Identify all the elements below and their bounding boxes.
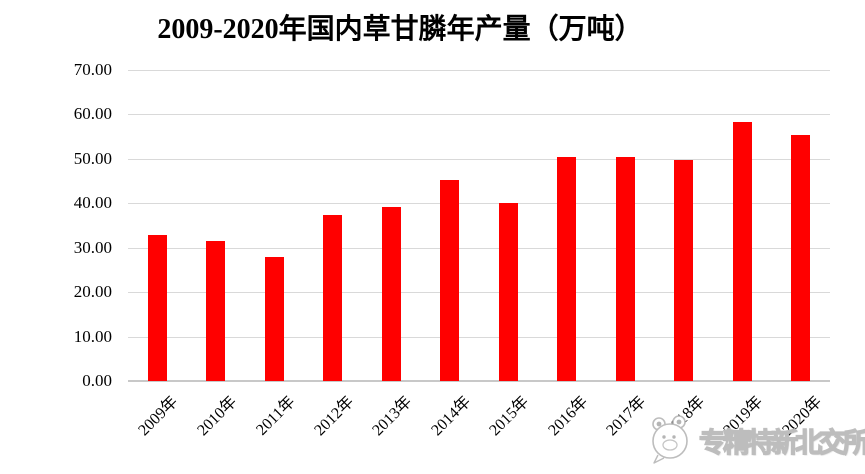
bar-2013年 [381,206,401,381]
gridline [128,292,830,294]
gridline [128,247,830,249]
x-axis-category-label: 2017年 [603,393,650,440]
bar-2018年 [674,159,694,381]
y-axis-tick-label: 30.00 [73,237,112,257]
plot-area [128,70,830,382]
x-axis-category-label: 2009年 [135,393,182,440]
bar-2019年 [732,121,752,381]
watermark: 专精特新北交所 [646,414,865,466]
y-axis-tick-label: 0.00 [82,371,112,390]
bar-2016年 [557,157,577,381]
bar-2014年 [440,180,460,381]
y-axis-tick-label: 10.00 [73,326,112,346]
gridline [128,158,830,160]
watermark-text: 专精特新北交所 [698,427,865,458]
y-axis-tick-label: 20.00 [73,282,112,302]
x-axis-category-label: 2011年 [252,393,299,439]
x-axis-line [128,380,830,382]
gridline [128,114,830,116]
x-axis-category-label: 2010年 [194,393,241,440]
x-axis-category-label: 2012年 [311,393,358,440]
bar-2015年 [498,202,518,381]
gridline [128,203,830,205]
bar-2020年 [791,135,811,381]
wechat-mascot-face-icon [652,415,688,464]
chart-title: 2009-2020年国内草甘膦年产量（万吨） [157,14,643,45]
x-axis-category-label: 2014年 [428,393,475,440]
y-axis-tick-label: 60.00 [73,104,112,124]
x-axis-category-label: 2015年 [486,393,533,440]
bar-2012年 [323,214,343,381]
y-axis-tick-label: 50.00 [73,148,112,168]
gridline [128,70,830,71]
bar-2011年 [264,257,284,381]
bar-2010年 [206,241,226,381]
gridline [128,336,830,338]
x-axis-category-label: 2013年 [369,393,416,440]
x-axis-category-label: 2016年 [545,393,592,440]
y-axis-tick-label: 70.00 [73,60,112,79]
bar-2017年 [615,157,635,381]
bar-2009年 [147,235,167,381]
y-axis-tick-label: 40.00 [73,193,112,213]
